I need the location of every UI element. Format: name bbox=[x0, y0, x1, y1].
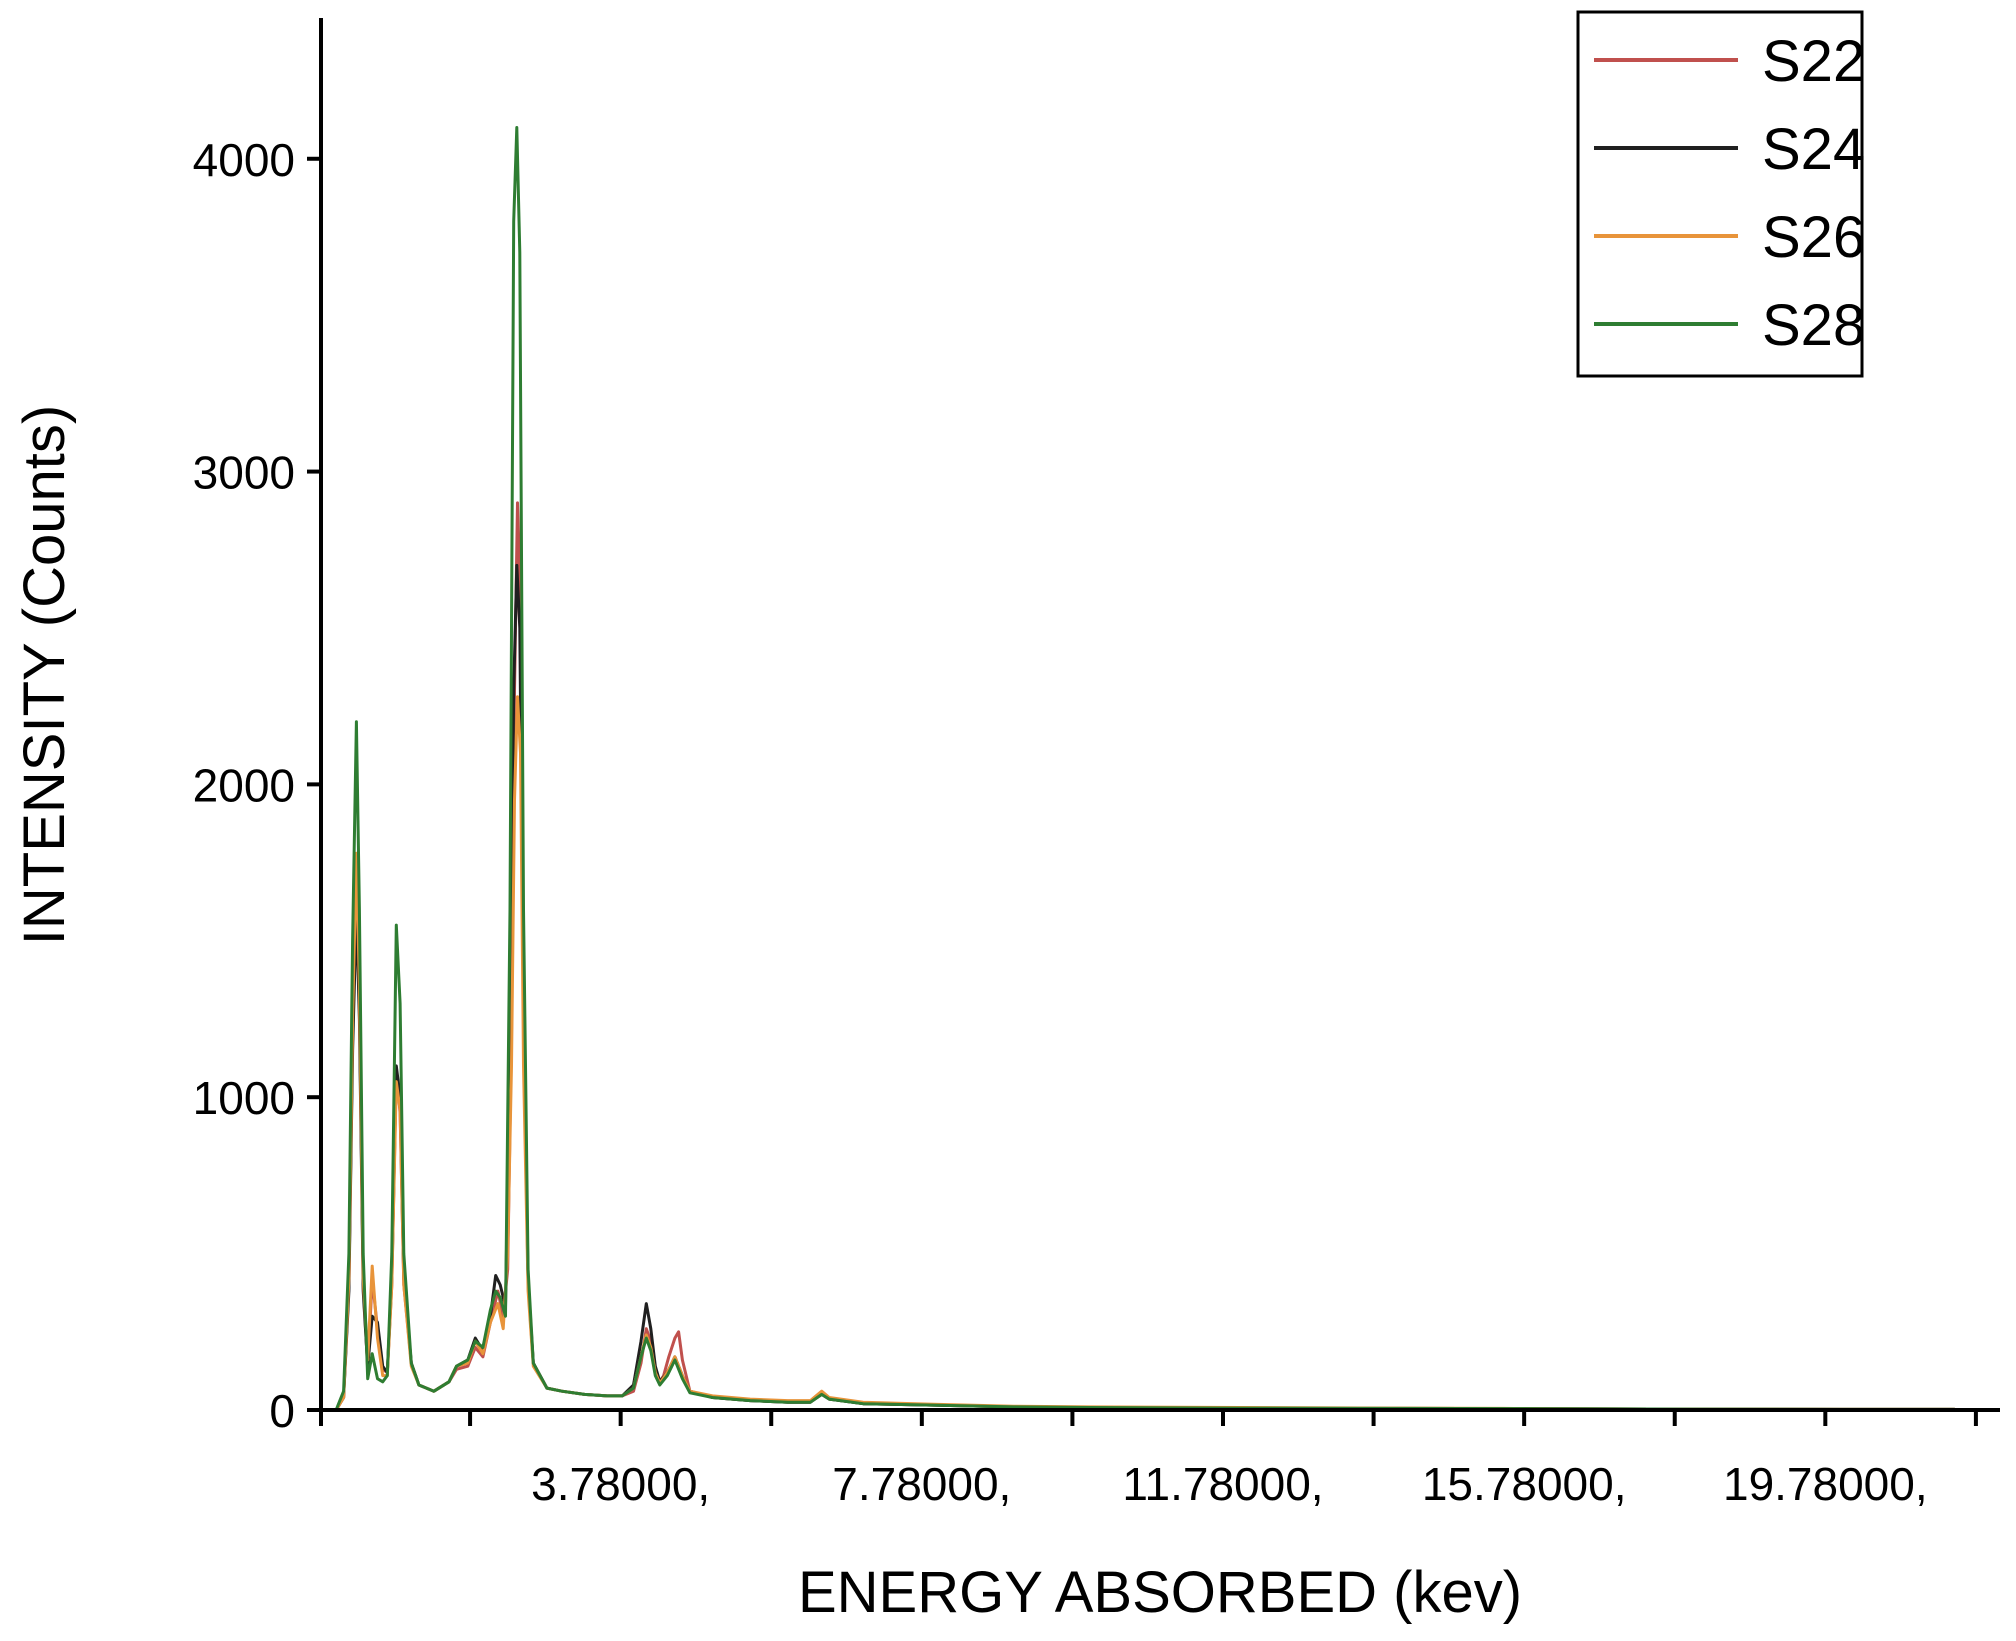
legend-label-s26: S26 bbox=[1762, 205, 1865, 270]
x-tick-label: 3.78000, bbox=[531, 1458, 710, 1510]
axes bbox=[319, 18, 2000, 1412]
y-ticks: 0 1000 2000 3000 4000 bbox=[193, 134, 321, 1437]
y-tick-label: 4000 bbox=[193, 134, 295, 186]
series-line-s28 bbox=[334, 126, 1955, 1411]
legend: S22 S24 S26 S28 bbox=[1576, 10, 1865, 378]
x-tick-label: 11.78000, bbox=[1122, 1458, 1323, 1510]
x-tick-label: 7.78000, bbox=[832, 1458, 1011, 1510]
legend-label-s22: S22 bbox=[1762, 29, 1865, 94]
series-line-s24 bbox=[334, 563, 1955, 1411]
y-tick-label: 0 bbox=[269, 1385, 295, 1437]
x-tick-label: 19.78000, bbox=[1723, 1458, 1928, 1510]
x-tick-label: 15.78000, bbox=[1422, 1458, 1627, 1510]
y-tick-label: 1000 bbox=[193, 1072, 295, 1124]
x-axis-title: ENERGY ABSORBED (kev) bbox=[798, 1560, 1522, 1625]
x-ticks: 3.78000, 7.78000, 11.78000, 15.78000, 19.780… bbox=[319, 1410, 1978, 1510]
series-line-s22 bbox=[334, 501, 1955, 1411]
y-tick-label: 3000 bbox=[193, 447, 295, 499]
series-lines bbox=[334, 126, 1955, 1411]
series-line-s26 bbox=[334, 695, 1955, 1411]
legend-box bbox=[1576, 10, 1864, 378]
y-tick-label: 2000 bbox=[193, 759, 295, 811]
legend-label-s24: S24 bbox=[1762, 117, 1865, 182]
y-axis-title: INTENSITY (Counts) bbox=[12, 405, 77, 945]
legend-label-s28: S28 bbox=[1762, 293, 1865, 358]
